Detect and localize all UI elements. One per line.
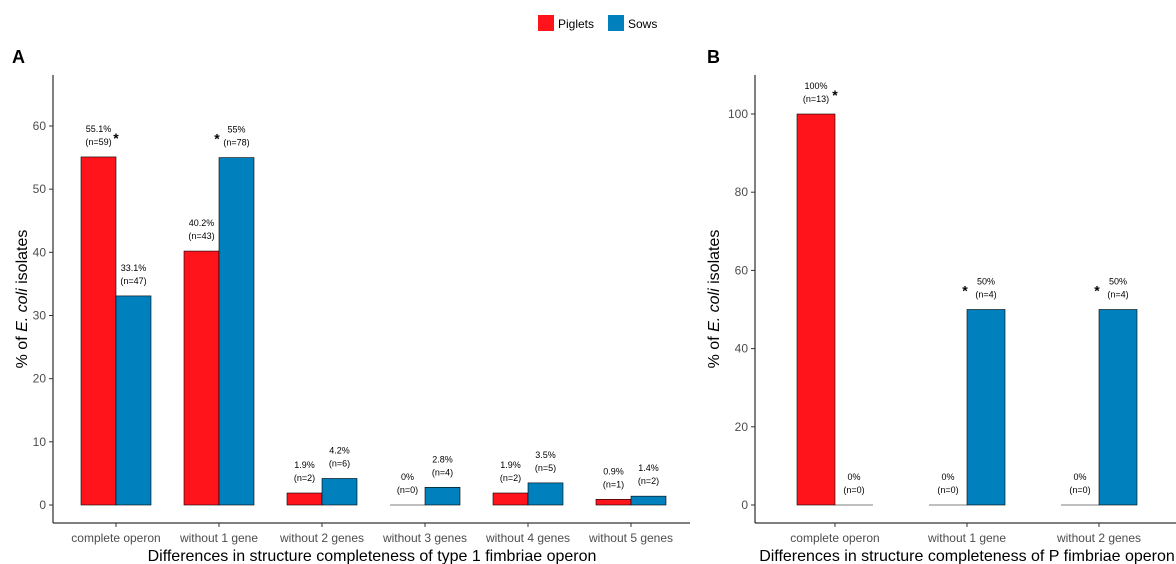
y-tick-label: 80 [735, 185, 749, 199]
y-tick-label: 20 [33, 372, 47, 386]
y-axis-title-italic: E. coli [706, 288, 723, 332]
y-tick-label: 30 [33, 309, 47, 323]
data-label: 100% [804, 81, 827, 91]
data-label: 50% [1109, 277, 1127, 287]
data-label-count: (n=0) [843, 485, 864, 495]
x-tick-label: without 2 genes [1056, 531, 1141, 545]
data-label: 1.9% [294, 460, 315, 470]
significance-star: * [113, 130, 119, 146]
data-label: 4.2% [329, 445, 350, 455]
y-axis-title-prefix: % of [706, 332, 723, 368]
x-tick-label: without 1 gene [179, 531, 258, 545]
y-axis-title: % of E. coli isolates [706, 230, 723, 369]
x-tick-label: without 5 genes [588, 531, 673, 545]
x-tick-label: complete operon [71, 531, 160, 545]
y-tick-label: 20 [735, 420, 749, 434]
data-label: 40.2% [189, 218, 215, 228]
y-axis-title-italic: E. coli [14, 288, 31, 332]
y-tick-label: 50 [33, 182, 47, 196]
data-label-count: (n=0) [397, 485, 418, 495]
data-label-count: (n=0) [937, 485, 958, 495]
x-tick-label: without 1 gene [927, 531, 1006, 545]
data-label-count: (n=6) [329, 458, 350, 468]
data-label-count: (n=5) [535, 463, 556, 473]
data-label: 1.4% [638, 463, 659, 473]
data-label-count: (n=2) [638, 476, 659, 486]
x-tick-label: without 2 genes [279, 531, 364, 545]
x-tick-label: without 4 genes [485, 531, 570, 545]
panel-b: B 0 20 40 60 80 100 complete operon 100% (n=13) 0%… [706, 47, 1176, 564]
bar-sows [630, 495, 667, 506]
y-tick-label: 40 [33, 245, 47, 259]
bar-piglets [183, 250, 220, 506]
bar-piglets [492, 492, 529, 506]
data-label-count: (n=43) [188, 231, 214, 241]
bar-sows [527, 482, 564, 506]
data-label: 0% [941, 472, 954, 482]
data-label: 55.1% [86, 124, 112, 134]
data-label-count: (n=13) [803, 94, 829, 104]
data-label-count: (n=4) [975, 290, 996, 300]
panel-a: A 0 10 20 30 40 50 60 complete operon 55.1% (n=59)… [12, 47, 690, 564]
panel-letter: A [12, 47, 25, 67]
data-label: 0% [847, 472, 860, 482]
data-label-count: (n=2) [500, 473, 521, 483]
data-label: 50% [977, 277, 995, 287]
y-tick-label: 100 [728, 107, 748, 121]
data-label-count: (n=59) [85, 137, 111, 147]
data-label: 55% [227, 125, 245, 135]
data-label: 0% [401, 472, 414, 482]
data-label: 0% [1073, 472, 1086, 482]
bar-sows [218, 157, 255, 506]
bar-piglets [286, 492, 323, 506]
x-tick-label: complete operon [790, 531, 879, 545]
data-label: 2.8% [432, 454, 453, 464]
legend-key-sows [608, 15, 624, 31]
legend: Piglets Sows [538, 15, 657, 31]
significance-star: * [962, 283, 968, 299]
data-label: 0.9% [603, 466, 624, 476]
y-axis-title-suffix: isolates [706, 230, 723, 289]
data-label-count: (n=0) [1069, 485, 1090, 495]
significance-star: * [1094, 283, 1100, 299]
data-label-count: (n=78) [223, 138, 249, 148]
legend-label-sows: Sows [628, 17, 657, 31]
x-axis-title: Differences in structure completeness of… [148, 548, 597, 564]
y-tick-label: 60 [33, 119, 47, 133]
x-tick-label: without 3 genes [382, 531, 467, 545]
significance-star: * [214, 131, 220, 147]
legend-key-piglets [538, 15, 554, 31]
y-tick-label: 0 [39, 498, 46, 512]
data-label: 1.9% [500, 460, 521, 470]
bar-sows [424, 487, 461, 506]
data-label: 3.5% [535, 450, 556, 460]
bar-sows [966, 309, 1006, 506]
data-label-count: (n=2) [294, 473, 315, 483]
bar-sows [115, 295, 152, 506]
x-axis-title: Differences in structure completeness of… [759, 548, 1175, 564]
bar-sows [1098, 309, 1138, 506]
data-label-count: (n=4) [1107, 290, 1128, 300]
panel-letter: B [707, 47, 720, 67]
y-tick-label: 0 [741, 498, 748, 512]
y-axis-title-suffix: isolates [14, 230, 31, 289]
y-tick-label: 10 [33, 435, 47, 449]
bar-piglets [80, 156, 117, 506]
data-label-count: (n=47) [120, 276, 146, 286]
data-label: 33.1% [121, 263, 147, 273]
y-axis-title-prefix: % of [14, 332, 31, 368]
y-tick-label: 60 [735, 263, 749, 277]
data-label-count: (n=4) [432, 467, 453, 477]
y-tick-label: 40 [735, 342, 749, 356]
data-label-count: (n=1) [603, 479, 624, 489]
y-axis-title: % of E. coli isolates [14, 230, 31, 369]
bar-piglets [595, 499, 632, 506]
bar-piglets [796, 113, 836, 506]
legend-label-piglets: Piglets [558, 17, 594, 31]
bar-sows [321, 478, 358, 506]
significance-star: * [832, 87, 838, 103]
